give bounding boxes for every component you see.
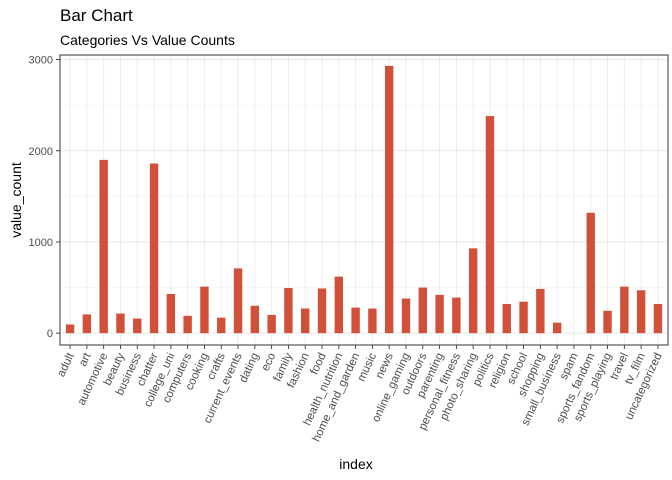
chart-title: Bar Chart — [60, 6, 133, 25]
bar-eco — [267, 314, 276, 334]
bar-college_uni — [166, 293, 176, 334]
y-tick-label: 1000 — [29, 237, 53, 249]
bar-personal_fitness — [452, 297, 461, 334]
bars-group — [65, 65, 663, 334]
y-tick-label: 3000 — [29, 55, 53, 67]
y-tick-label: 2000 — [29, 146, 53, 158]
bar-online_gaming — [401, 298, 411, 334]
bar-computers — [183, 315, 192, 334]
bar-news — [384, 65, 394, 334]
bar-parenting — [435, 294, 444, 334]
bar-adult — [65, 324, 75, 334]
y-tick-label: 0 — [47, 328, 53, 340]
bar-cooking — [200, 286, 209, 334]
plot-panel — [59, 54, 669, 346]
bar-uncategorized — [653, 303, 663, 334]
bar-small_business — [552, 322, 562, 334]
y-axis-title: value_count — [8, 162, 24, 238]
grid-lines — [60, 55, 668, 345]
chart-subtitle: Categories Vs Value Counts — [60, 32, 235, 48]
bar-dating — [250, 305, 260, 334]
bar-beauty — [116, 313, 125, 334]
bar-music — [368, 308, 377, 334]
bar-health_nutrition — [334, 276, 344, 334]
bar-current_events — [233, 268, 243, 334]
y-axis: 0 1000 2000 3000 — [29, 55, 60, 340]
x-tick-label: art — [77, 350, 94, 368]
bar-politics — [485, 116, 495, 334]
bar-shopping — [536, 288, 545, 334]
plot-border — [59, 54, 669, 346]
bar-outdoors — [418, 287, 427, 334]
bar-automotive — [99, 159, 108, 334]
bar-crafts — [217, 317, 226, 334]
bar-sports_fandom — [586, 212, 595, 334]
x-axis-title: index — [339, 456, 372, 472]
bar-business — [133, 318, 142, 334]
x-axis: adult artautomotivebeautybusinesschatterc… — [55, 345, 665, 444]
bar-fashion — [301, 308, 310, 334]
bar-sports_playing — [603, 310, 612, 334]
bar-chatter — [149, 163, 159, 334]
bar-tv_film — [636, 290, 646, 334]
bar-art — [82, 314, 92, 334]
x-tick-label: adult — [55, 350, 77, 378]
bar-religion — [502, 303, 511, 334]
bar-home_and_garden — [351, 307, 360, 334]
bar-travel — [620, 286, 629, 334]
bar-food — [317, 288, 327, 334]
bar-school — [519, 301, 528, 334]
bar-family — [284, 288, 293, 334]
bar-photo_sharing — [468, 248, 478, 334]
